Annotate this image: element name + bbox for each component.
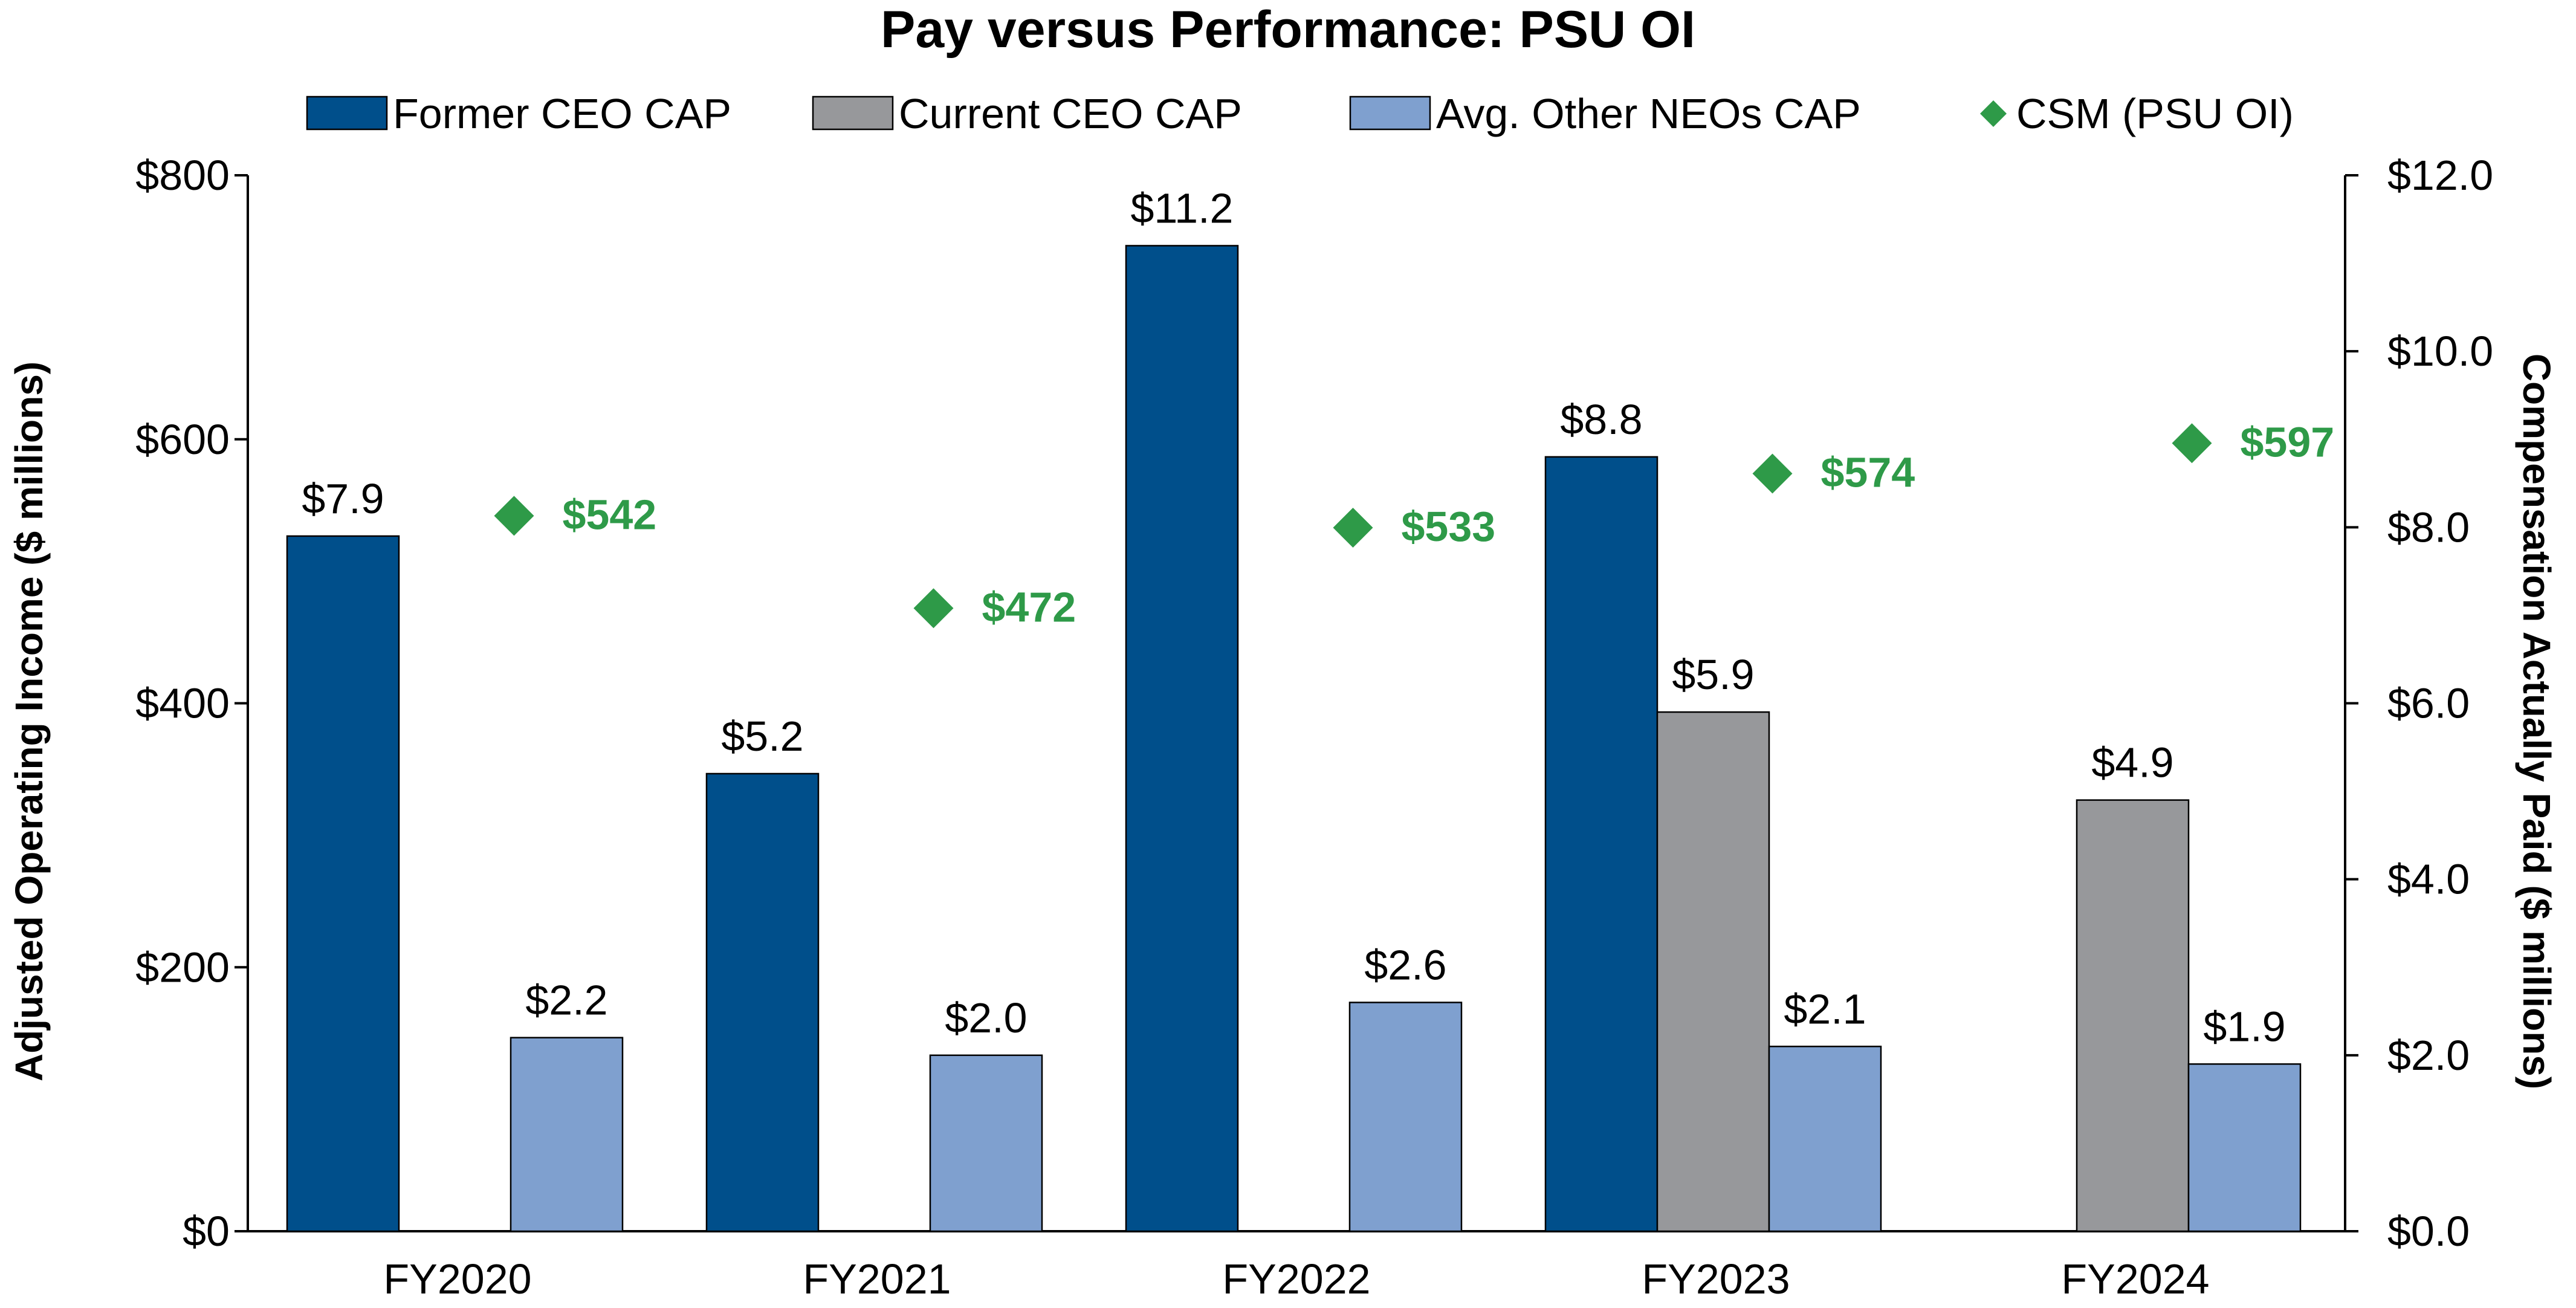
right-tick-label: $10.0 (2387, 328, 2493, 375)
right-tick-label: $8.0 (2387, 503, 2470, 551)
bar-data-label: $11.2 (1131, 184, 1234, 231)
left-axis-title: Adjusted Operating Income ($ millions) (7, 361, 51, 1081)
left-tick-label: $400 (135, 680, 230, 727)
bars (286, 245, 2302, 1232)
data-labels: $7.9 $5.2 $11.2 $8.8 $5.9 $4.9 $2.2 $2.0 $2.6 $2.… (302, 184, 2334, 1050)
left-tick-label: $0 (183, 1208, 230, 1255)
legend-label: Former CEO CAP (393, 90, 731, 137)
left-tick-label: $800 (135, 152, 230, 199)
legend-swatch-current-ceo-cap (812, 96, 894, 131)
bar-data-label: $2.6 (1364, 941, 1446, 988)
csm-diamond-marker (1333, 508, 1373, 548)
bar-data-label: $5.2 (721, 713, 803, 760)
csm-data-label: $472 (982, 583, 1076, 630)
axes: $0 $200 $400 $600 $800 $0.0 $2.0 $4.0 $6.0 $8.0 $1… (7, 152, 2558, 1303)
legend-label: Current CEO CAP (899, 90, 1242, 137)
legend-swatch-csm-diamond (1980, 100, 2007, 127)
csm-diamond-marker (1752, 453, 1793, 494)
right-tick-label: $6.0 (2387, 680, 2470, 727)
csm-data-label: $542 (563, 491, 657, 538)
bar-former-ceo-cap (1544, 456, 1659, 1232)
csm-data-label: $574 (1821, 449, 1915, 496)
bar-data-label: $2.1 (1784, 985, 1866, 1032)
csm-data-label: $597 (2241, 418, 2335, 465)
csm-diamond-marker (494, 496, 534, 536)
bar-avg-other-neos-cap (2187, 1063, 2302, 1232)
x-tick-label: FY2023 (1642, 1255, 1790, 1303)
bar-former-ceo-cap (286, 535, 400, 1232)
csm-diamond-marker (2172, 423, 2212, 464)
csm-data-label: $533 (1402, 503, 1496, 550)
legend: Former CEO CAP Current CEO CAP Avg. Other … (306, 90, 2294, 137)
bar-avg-other-neos-cap (1348, 1002, 1463, 1232)
left-tick-label: $200 (135, 944, 230, 991)
bar-current-ceo-cap (2076, 799, 2190, 1232)
bar-data-label: $2.2 (525, 977, 607, 1024)
x-tick-label: FY2022 (1222, 1255, 1370, 1303)
bar-data-label: $2.0 (945, 994, 1027, 1041)
legend-label: Avg. Other NEOs CAP (1436, 90, 1861, 137)
chart-title: Pay versus Performance: PSU OI (881, 1, 1695, 59)
legend-swatch-former-ceo-cap (306, 96, 388, 131)
x-tick-label: FY2024 (2061, 1255, 2209, 1303)
bar-data-label: $5.9 (1672, 651, 1754, 698)
legend-label: CSM (PSU OI) (2016, 90, 2294, 137)
right-tick-label: $0.0 (2387, 1208, 2470, 1255)
bar-data-label: $7.9 (302, 475, 384, 522)
bar-former-ceo-cap (705, 772, 820, 1232)
right-tick-label: $2.0 (2387, 1032, 2470, 1079)
bar-current-ceo-cap (1656, 711, 1770, 1232)
bar-data-label: $1.9 (2203, 1003, 2285, 1050)
legend-swatch-avg-other-neos-cap (1349, 96, 1431, 131)
csm-diamond-marker (913, 588, 954, 629)
x-tick-label: FY2020 (383, 1255, 531, 1303)
bar-avg-other-neos-cap (510, 1037, 624, 1232)
right-axis-title: Compensation Actually Paid ($ millions) (2515, 354, 2558, 1089)
x-tick-label: FY2021 (803, 1255, 951, 1303)
bar-avg-other-neos-cap (929, 1054, 1043, 1232)
bar-former-ceo-cap (1125, 245, 1239, 1232)
csm-markers (494, 423, 2212, 629)
bar-avg-other-neos-cap (1768, 1046, 1882, 1232)
left-tick-label: $600 (135, 416, 230, 463)
bar-data-label: $4.9 (2091, 739, 2173, 786)
bar-data-label: $8.8 (1560, 396, 1642, 443)
right-tick-label: $4.0 (2387, 856, 2470, 903)
right-tick-label: $12.0 (2387, 152, 2493, 199)
